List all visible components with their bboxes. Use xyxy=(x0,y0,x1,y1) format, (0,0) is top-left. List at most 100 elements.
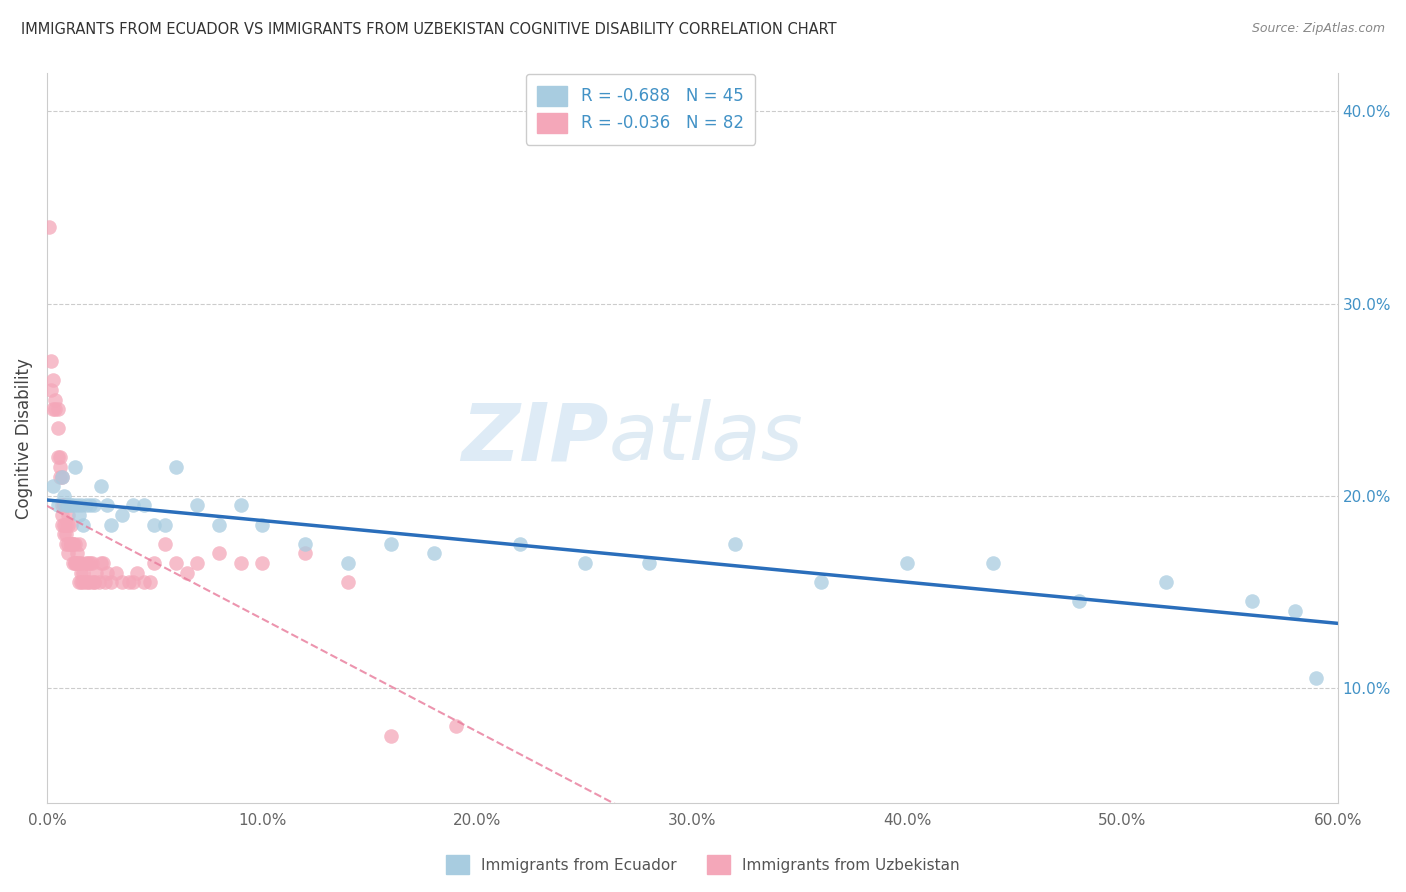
Point xyxy=(337,575,360,590)
Point xyxy=(38,219,60,234)
Point xyxy=(117,575,139,590)
Point xyxy=(122,575,145,590)
Point xyxy=(59,517,82,532)
Point xyxy=(39,383,62,397)
Point xyxy=(51,517,73,532)
Point xyxy=(337,556,360,570)
Point xyxy=(83,575,105,590)
Point xyxy=(51,508,73,522)
Point xyxy=(186,556,208,570)
Point xyxy=(186,499,208,513)
Point xyxy=(55,527,77,541)
Point xyxy=(80,556,103,570)
Point xyxy=(51,469,73,483)
Legend: Immigrants from Ecuador, Immigrants from Uzbekistan: Immigrants from Ecuador, Immigrants from… xyxy=(440,849,966,880)
Point xyxy=(58,517,80,532)
Point xyxy=(100,575,122,590)
Point xyxy=(46,499,69,513)
Point xyxy=(87,575,110,590)
Text: ZIP: ZIP xyxy=(461,399,609,477)
Point xyxy=(70,556,93,570)
Point xyxy=(70,566,93,580)
Point xyxy=(810,575,832,590)
Point xyxy=(1305,671,1327,685)
Point xyxy=(176,566,198,580)
Point xyxy=(46,421,69,435)
Point xyxy=(76,556,98,570)
Point xyxy=(49,459,72,474)
Point xyxy=(90,479,112,493)
Point xyxy=(42,402,65,417)
Point xyxy=(90,556,112,570)
Point xyxy=(96,566,118,580)
Point xyxy=(143,517,166,532)
Point xyxy=(49,450,72,465)
Point xyxy=(75,499,97,513)
Point xyxy=(294,537,316,551)
Point xyxy=(294,546,316,560)
Point xyxy=(155,537,177,551)
Point xyxy=(100,517,122,532)
Point xyxy=(86,566,108,580)
Point xyxy=(46,450,69,465)
Point xyxy=(67,537,90,551)
Point xyxy=(44,392,66,407)
Point xyxy=(155,517,177,532)
Point xyxy=(91,556,114,570)
Point xyxy=(59,537,82,551)
Point xyxy=(208,517,231,532)
Point xyxy=(79,575,101,590)
Point xyxy=(39,354,62,368)
Point xyxy=(72,575,94,590)
Point xyxy=(62,537,84,551)
Point xyxy=(165,556,187,570)
Point xyxy=(75,556,97,570)
Point xyxy=(51,499,73,513)
Point xyxy=(66,546,89,560)
Point xyxy=(58,537,80,551)
Point xyxy=(59,499,82,513)
Point xyxy=(55,499,77,513)
Point xyxy=(94,575,117,590)
Point xyxy=(122,499,145,513)
Point xyxy=(46,402,69,417)
Point xyxy=(58,508,80,522)
Point xyxy=(1154,575,1177,590)
Point xyxy=(67,508,90,522)
Point xyxy=(59,537,82,551)
Point xyxy=(72,566,94,580)
Legend: R = -0.688   N = 45, R = -0.036   N = 82: R = -0.688 N = 45, R = -0.036 N = 82 xyxy=(526,74,755,145)
Point xyxy=(127,566,149,580)
Point xyxy=(380,729,402,743)
Point xyxy=(66,499,89,513)
Point xyxy=(111,575,134,590)
Point xyxy=(983,556,1005,570)
Point xyxy=(55,517,77,532)
Point xyxy=(83,575,105,590)
Point xyxy=(67,575,90,590)
Point xyxy=(75,575,97,590)
Point xyxy=(574,556,596,570)
Point xyxy=(72,517,94,532)
Point xyxy=(250,556,273,570)
Point xyxy=(58,546,80,560)
Point xyxy=(229,556,252,570)
Point xyxy=(638,556,661,570)
Point xyxy=(724,537,747,551)
Point xyxy=(53,499,76,513)
Point xyxy=(896,556,918,570)
Point xyxy=(509,537,531,551)
Point xyxy=(42,374,65,388)
Point xyxy=(53,499,76,513)
Point xyxy=(51,469,73,483)
Point xyxy=(423,546,446,560)
Point xyxy=(139,575,162,590)
Point xyxy=(96,499,118,513)
Point xyxy=(62,499,84,513)
Point xyxy=(53,517,76,532)
Point xyxy=(42,479,65,493)
Text: IMMIGRANTS FROM ECUADOR VS IMMIGRANTS FROM UZBEKISTAN COGNITIVE DISABILITY CORRE: IMMIGRANTS FROM ECUADOR VS IMMIGRANTS FR… xyxy=(21,22,837,37)
Point xyxy=(1284,604,1306,618)
Point xyxy=(380,537,402,551)
Point xyxy=(70,575,93,590)
